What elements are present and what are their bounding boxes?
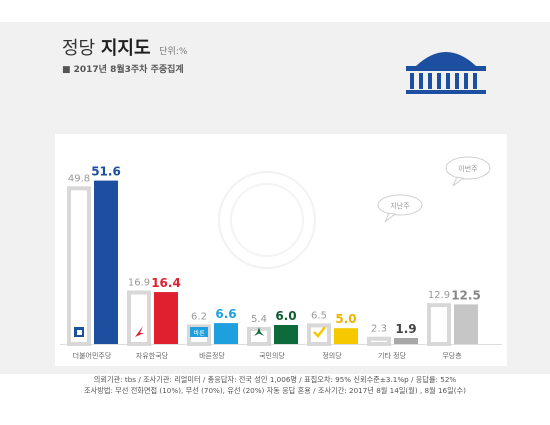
bareun-logo-icon [190,327,208,337]
prev-week-value-label: 6.5 [311,310,327,321]
minjoo-logo-inner [77,330,82,335]
this-week-bar-2 [214,323,238,344]
national-assembly-logo-icon [406,52,486,94]
footnote-line-1: 의뢰기관: tbs / 조사기관: 리얼미터 / 총응답자: 전국 성인 1,0… [93,375,457,384]
justice-party-logo-icon [313,326,326,338]
korea-party-logo-icon [135,326,144,337]
category-label: 바른정당 [199,351,225,360]
this-week-bar-3 [274,325,298,344]
callouts-layer: 지난주 이번주 [377,156,491,223]
title-light: 정당 [62,38,96,59]
this-week-value-label: 6.6 [215,307,236,321]
prev-week-bar-0 [67,186,91,346]
watermark-emblem-icon [218,171,316,269]
footnote-line-2: 조사방법: 무선 전화면접 (10%), 무선 (70%), 유선 (20%) … [84,386,466,395]
category-label: 국민의당 [259,351,285,360]
prev-week-value-label: 6.2 [191,311,207,322]
prev-week-value-label: 49.8 [68,173,90,184]
this-week-value-label: 5.0 [335,312,356,326]
this-week-bar-5 [394,337,418,344]
this-week-bar-6 [454,304,478,344]
this-week-value-label: 12.5 [451,288,481,302]
watermark-inner-ring-icon [230,183,304,257]
prev-week-bar-1 [127,290,151,347]
this-week-value-label: 1.9 [395,322,416,336]
this-week-bar-4 [334,328,358,344]
last-week-callout: 지난주 [377,194,423,223]
category-label: 더불어민주당 [73,351,112,360]
category-label: 정의당 [322,351,342,360]
prev-week-bar-6 [427,303,451,346]
category-label: 기타 정당 [378,351,407,360]
category-label: 자유한국당 [136,351,169,360]
peoples-party-logo-icon [254,327,264,336]
unit-label: 단위:% [159,47,188,57]
survey-footnote: 의뢰기관: tbs / 조사기관: 리얼미터 / 총응답자: 전국 성인 1,0… [0,374,550,396]
survey-period-subtitle: ■ 2017년 8월3주차 주중집계 [62,65,184,75]
this-week-value-label: 16.4 [151,276,181,290]
this-week-callout-label: 이번주 [458,164,478,173]
prev-week-value-label: 12.9 [428,290,450,301]
title-bold: 지지도 [100,38,151,59]
this-week-value-label: 6.0 [275,309,296,323]
prev-week-value-label: 16.9 [128,277,150,288]
prev-week-value-label: 2.3 [371,324,387,335]
bareun-logo-label: 바른 [193,329,205,337]
page-title: 정당 지지도 단위:% [62,34,187,60]
prev-week-bar-5 [367,336,391,346]
category-label: 무당층 [442,351,462,360]
prev-week-value-label: 5.4 [251,314,267,325]
infographic-card: 정당 지지도 단위:% ■ 2017년 8월3주차 주중집계 49.8 51.6 더… [0,22,550,395]
this-week-bar-1 [154,292,178,344]
this-week-bar-0 [94,180,118,344]
this-week-value-label: 51.6 [91,165,121,179]
last-week-callout-label: 지난주 [390,201,410,210]
this-week-callout: 이번주 [445,156,491,187]
